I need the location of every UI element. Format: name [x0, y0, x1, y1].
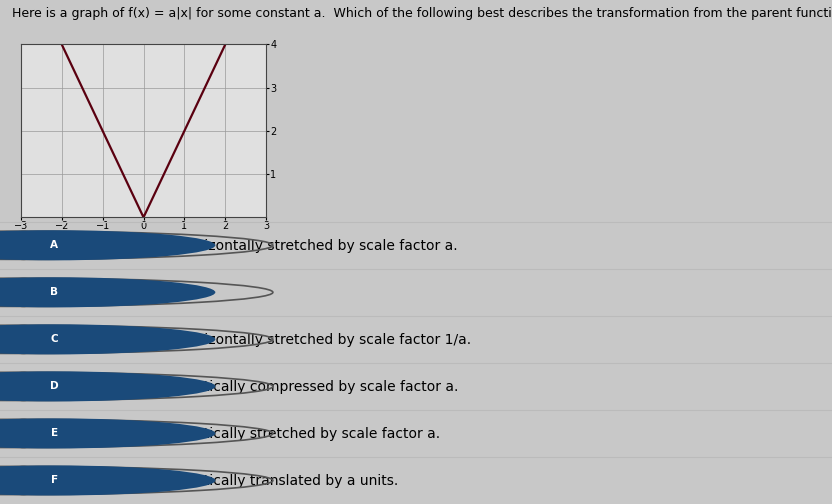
Ellipse shape [0, 230, 215, 261]
Text: F: F [51, 475, 57, 485]
Text: C: C [50, 334, 58, 344]
Ellipse shape [0, 465, 215, 495]
Text: B: B [50, 287, 58, 297]
Text: A: A [50, 240, 58, 250]
Text: f(x) is y = |x| vertically compressed by scale factor a.: f(x) is y = |x| vertically compressed by… [87, 379, 458, 394]
Text: f(x) is y = |x| vertically translated by a units.: f(x) is y = |x| vertically translated by… [87, 473, 399, 488]
Text: none of these: none of these [87, 285, 182, 299]
Text: f(x) is y = |x| horizontally stretched by scale factor a.: f(x) is y = |x| horizontally stretched b… [87, 238, 458, 253]
Text: E: E [51, 428, 57, 438]
Text: Here is a graph of f(x) = a|x| for some constant a.  Which of the following best: Here is a graph of f(x) = a|x| for some … [12, 7, 832, 20]
Text: f(x) is y = |x| horizontally stretched by scale factor 1/a.: f(x) is y = |x| horizontally stretched b… [87, 332, 472, 347]
Text: f(x) is y = |x| vertically stretched by scale factor a.: f(x) is y = |x| vertically stretched by … [87, 426, 440, 440]
Ellipse shape [0, 277, 215, 307]
Ellipse shape [0, 324, 215, 354]
Text: D: D [50, 382, 58, 392]
Ellipse shape [0, 371, 215, 402]
Ellipse shape [0, 418, 215, 449]
